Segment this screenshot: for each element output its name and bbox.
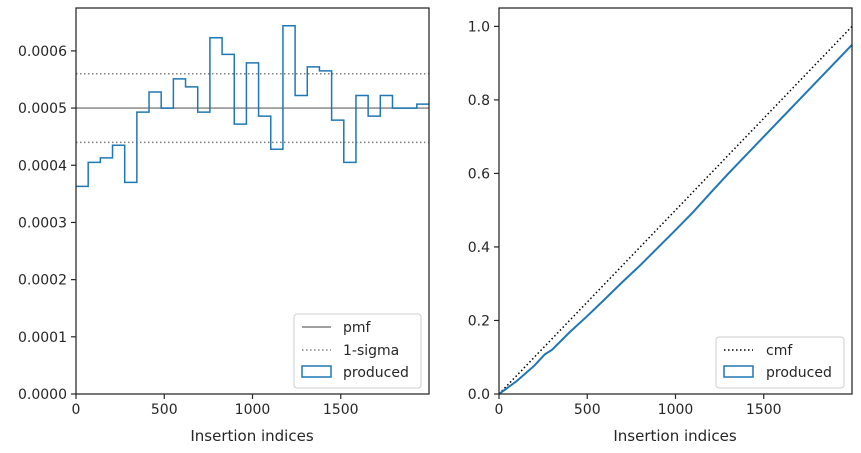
x-tick-label: 500 [151, 402, 178, 418]
x-axis: 0 500 1000 1500 [495, 394, 782, 418]
y-tick-label: 0.2 [468, 313, 490, 329]
x-tick-label: 0 [495, 402, 504, 418]
x-tick-label: 1500 [323, 402, 359, 418]
y-tick-label: 0.0000 [18, 387, 67, 403]
y-tick-label: 0.0001 [18, 330, 67, 346]
x-axis: 0 500 1000 1500 [72, 394, 359, 418]
panel-pmf: 0 500 1000 1500 0.00000.00010.00020.00030.0… [18, 7, 430, 445]
y-tick-label: 0.4 [468, 240, 490, 256]
legend-produced-swatch [723, 365, 754, 378]
y-tick-label: 1.0 [468, 19, 490, 35]
cmf-line [498, 25, 853, 395]
y-tick-label: 0.0005 [18, 101, 67, 117]
reference-lines [76, 73, 429, 144]
x-axis-label: Insertion indices [613, 427, 736, 445]
y-tick-label: 0.0003 [18, 215, 67, 231]
x-tick-label: 1500 [746, 402, 782, 418]
legend-produced-label: produced [766, 365, 832, 381]
y-tick-label: 0.6 [468, 166, 490, 182]
legend: pmf 1-sigma produced [293, 313, 422, 389]
x-tick-label: 0 [72, 402, 81, 418]
legend-produced-swatch [301, 365, 332, 378]
x-tick-label: 1000 [235, 402, 271, 418]
plot-frame [498, 7, 853, 395]
x-tick-label: 1000 [658, 402, 694, 418]
y-axis: 0.0000 0.0001 0.0002 0.0003 0.0004 0.0005 0.00… [18, 44, 76, 403]
legend: cmf produced [715, 336, 845, 389]
y-tick-label: 0.0002 [18, 273, 67, 289]
y-axis: 0.0 0.2 0.4 0.6 0.8 1.0 [468, 19, 499, 403]
panel-cmf: 0 500 1000 1500 0.0 0.2 0.4 0.6 0.8 1.0 Insertio… [468, 7, 853, 445]
y-tick-label: 0.0 [468, 387, 490, 403]
legend-pmf-label: pmf [343, 320, 372, 336]
x-tick-label: 500 [574, 402, 601, 418]
y-tick-label: 0.0004 [18, 158, 67, 174]
produced-cumulative-series [498, 44, 853, 395]
legend-box [293, 313, 422, 389]
legend-1-sigma-label: 1-sigma [343, 343, 399, 359]
legend-produced-label: produced [343, 365, 409, 381]
x-axis-label: Insertion indices [190, 427, 313, 445]
produced-step-series [76, 24, 429, 188]
y-tick-label: 0.0006 [18, 44, 67, 60]
legend-cmf-label: cmf [766, 343, 793, 359]
y-tick-label: 0.8 [468, 93, 490, 109]
